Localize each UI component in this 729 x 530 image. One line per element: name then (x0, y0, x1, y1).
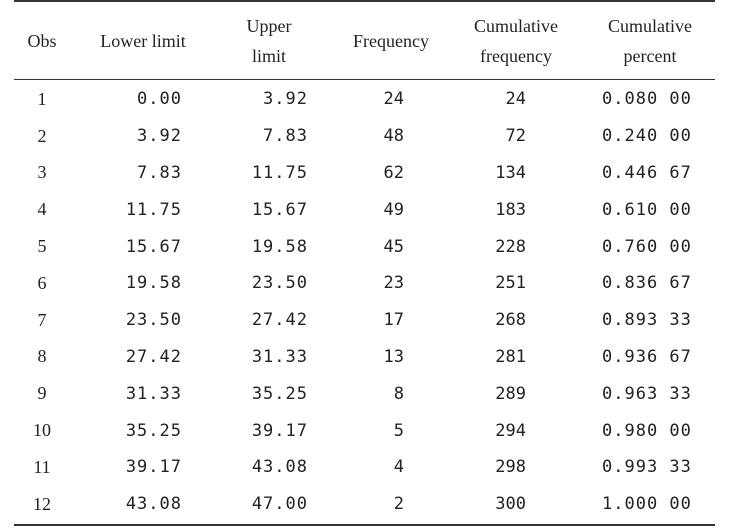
cumulative-frequency-cell: 281 (495, 346, 526, 367)
header-cumulative-percent: Cumulative percent (608, 15, 692, 66)
cumulative-percent-cell: 0.993 33 (602, 457, 692, 478)
upper-limit-cell: 31.33 (251, 346, 308, 367)
lower-limit-cell: 19.58 (125, 273, 182, 294)
frequency-cell: 45 (383, 236, 404, 257)
table-row: 9 31.33 35.25 8 289 0.963 33 (14, 375, 715, 412)
lower-limit-cell: 27.42 (125, 346, 182, 367)
table-row: 12 43.08 47.00 2 300 1.000 00 (14, 486, 715, 523)
cumulative-frequency-cell: 251 (495, 273, 526, 294)
cumulative-percent-cell: 0.836 67 (602, 273, 692, 294)
obs-cell: 1 (37, 88, 47, 109)
obs-cell: 4 (37, 199, 47, 220)
upper-limit-cell: 47.00 (251, 494, 308, 515)
upper-limit-cell: 15.67 (251, 199, 308, 220)
upper-limit-cell: 43.08 (251, 457, 308, 478)
table-top-rule (14, 0, 715, 2)
lower-limit-cell: 3.92 (137, 126, 182, 147)
cumulative-percent-cell: 0.980 00 (602, 420, 692, 441)
frequency-cell: 8 (393, 383, 404, 404)
obs-cell: 11 (33, 456, 51, 477)
table-row: 10 35.25 39.17 5 294 0.980 00 (14, 412, 715, 449)
frequency-cell: 48 (383, 126, 404, 147)
cumulative-percent-cell: 0.610 00 (602, 199, 692, 220)
frequency-cell: 24 (383, 89, 404, 110)
cumulative-percent-cell: 0.240 00 (602, 126, 692, 147)
lower-limit-cell: 0.00 (137, 89, 182, 110)
header-obs: Obs (27, 30, 57, 51)
frequency-cell: 5 (393, 420, 404, 441)
frequency-cell: 62 (383, 162, 404, 183)
cumulative-frequency-cell: 134 (495, 162, 526, 183)
frequency-cell: 13 (383, 346, 404, 367)
frequency-cell: 4 (393, 457, 404, 478)
frequency-cell: 23 (383, 273, 404, 294)
frequency-table: Obs Lower limit Upper limit Frequency Cu… (14, 0, 715, 528)
cumulative-frequency-cell: 72 (505, 126, 526, 147)
upper-limit-cell: 7.83 (263, 126, 308, 147)
upper-limit-cell: 3.92 (263, 89, 308, 110)
table-row: 3 7.83 11.75 62 134 0.446 67 (14, 155, 715, 192)
upper-limit-cell: 27.42 (251, 310, 308, 331)
cumulative-percent-cell: 0.893 33 (602, 310, 692, 331)
lower-limit-cell: 23.50 (125, 310, 182, 331)
obs-cell: 9 (37, 383, 47, 404)
lower-limit-cell: 7.83 (137, 162, 182, 183)
cumulative-percent-cell: 0.760 00 (602, 236, 692, 257)
cumulative-percent-cell: 0.080 00 (602, 89, 692, 110)
obs-cell: 7 (37, 309, 47, 330)
table-row: 6 19.58 23.50 23 251 0.836 67 (14, 265, 715, 302)
cumulative-frequency-cell: 183 (495, 199, 526, 220)
cumulative-percent-cell: 0.446 67 (602, 162, 692, 183)
cumulative-frequency-cell: 289 (495, 383, 526, 404)
obs-cell: 8 (37, 346, 47, 367)
upper-limit-cell: 19.58 (251, 236, 308, 257)
frequency-cell: 49 (383, 199, 404, 220)
obs-cell: 3 (37, 162, 47, 183)
lower-limit-cell: 39.17 (125, 457, 182, 478)
frequency-cell: 2 (393, 494, 404, 515)
obs-cell: 5 (37, 236, 47, 257)
lower-limit-cell: 35.25 (125, 420, 182, 441)
table-row: 8 27.42 31.33 13 281 0.936 67 (14, 339, 715, 376)
obs-cell: 10 (33, 420, 51, 441)
lower-limit-cell: 11.75 (125, 199, 182, 220)
upper-limit-cell: 23.50 (251, 273, 308, 294)
header-frequency: Frequency (353, 30, 429, 51)
upper-limit-cell: 35.25 (251, 383, 308, 404)
header-lower-limit: Lower limit (100, 30, 186, 51)
upper-limit-cell: 11.75 (251, 162, 308, 183)
table-row: 11 39.17 43.08 4 298 0.993 33 (14, 449, 715, 486)
table-row: 4 11.75 15.67 49 183 0.610 00 (14, 191, 715, 228)
table-row: 7 23.50 27.42 17 268 0.893 33 (14, 302, 715, 339)
cumulative-percent-cell: 0.963 33 (602, 383, 692, 404)
cumulative-frequency-cell: 300 (495, 494, 526, 515)
obs-cell: 12 (33, 493, 51, 514)
header-upper-limit: Upper limit (246, 15, 292, 66)
header-cumulative-frequency: Cumulative frequency (474, 15, 558, 66)
cumulative-percent-cell: 0.936 67 (602, 346, 692, 367)
lower-limit-cell: 31.33 (125, 383, 182, 404)
cumulative-frequency-cell: 294 (495, 420, 526, 441)
table-row: 1 0.00 3.92 24 24 0.080 00 (14, 81, 715, 118)
lower-limit-cell: 43.08 (125, 494, 182, 515)
table-body: 1 0.00 3.92 24 24 0.080 00 2 3.92 7.83 48 72 0.240 … (14, 81, 715, 523)
header-rule (14, 79, 715, 80)
obs-cell: 2 (37, 125, 47, 146)
table-row: 5 15.67 19.58 45 228 0.760 00 (14, 228, 715, 265)
cumulative-frequency-cell: 268 (495, 310, 526, 331)
cumulative-percent-cell: 1.000 00 (602, 494, 692, 515)
frequency-cell: 17 (383, 310, 404, 331)
table-row: 2 3.92 7.83 48 72 0.240 00 (14, 118, 715, 155)
table-bottom-rule (14, 524, 715, 526)
obs-cell: 6 (37, 272, 47, 293)
cumulative-frequency-cell: 228 (495, 236, 526, 257)
lower-limit-cell: 15.67 (125, 236, 182, 257)
cumulative-frequency-cell: 298 (495, 457, 526, 478)
upper-limit-cell: 39.17 (251, 420, 308, 441)
cumulative-frequency-cell: 24 (505, 89, 526, 110)
